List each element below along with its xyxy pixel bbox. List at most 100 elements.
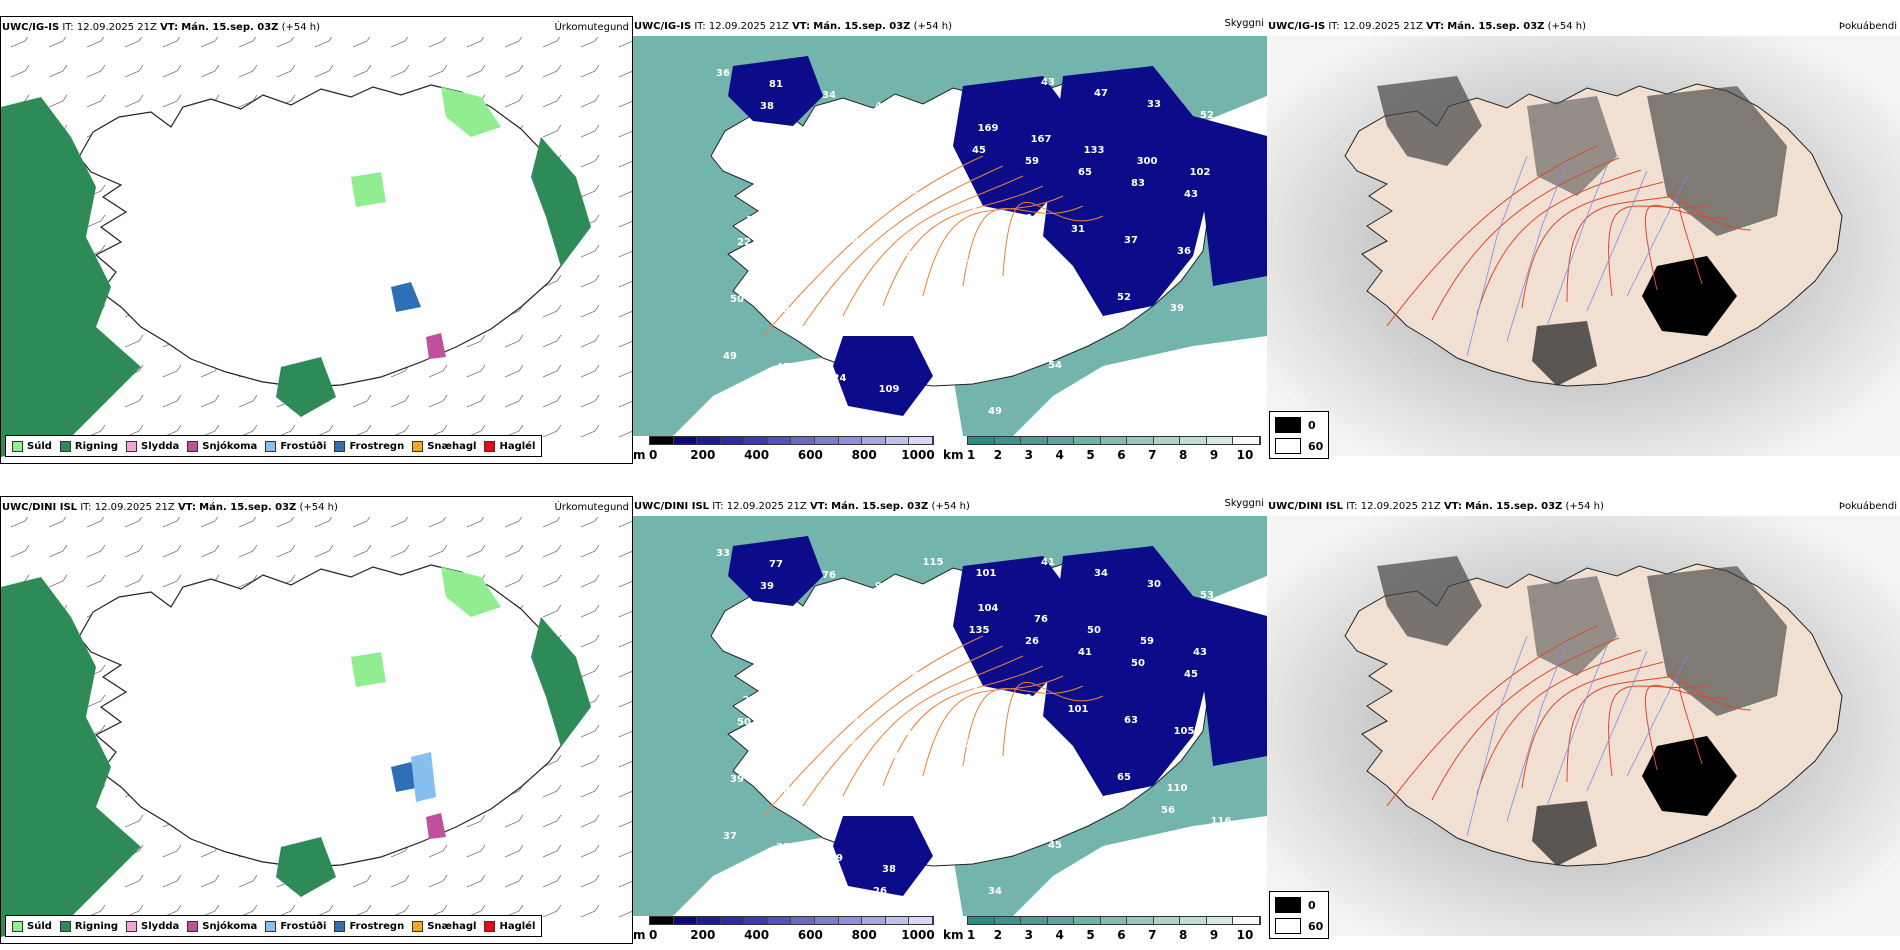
colorbar-segment xyxy=(909,437,933,444)
legend-label: Rigning xyxy=(74,440,119,452)
cloudbase-colorbar: m 0 200 400 600 800 1000 xyxy=(633,436,938,462)
cloudbase-label: 36 xyxy=(746,215,760,226)
legend-swatch xyxy=(412,440,424,452)
cloudbase-label: 135 xyxy=(969,625,990,636)
cloudbase-label: 62 xyxy=(753,638,767,649)
colorbar-unit: m xyxy=(633,448,646,462)
colorbar-segment xyxy=(1047,437,1075,444)
cloudbase-label: 39 xyxy=(760,581,774,592)
cloudbase-visibility-map: 33 77 76 94 100 104 76 50 59 43 239 116 32 42 42 119 115… xyxy=(633,516,1267,916)
cloudbase-label: 147 xyxy=(787,248,808,259)
legend-label: Frostúði xyxy=(280,920,327,932)
cloudbase-label: 62 xyxy=(859,660,873,671)
cloudbase-label: 49 xyxy=(875,101,889,112)
cloudbase-label: 32 xyxy=(965,202,979,213)
precipitation-type-map xyxy=(1,517,632,937)
cloudbase-label: 30 xyxy=(889,327,903,338)
cloudbase-label: 45 xyxy=(776,362,790,373)
panel-title: UWC/IG-IS IT: 12.09.2025 21Z VT: Mán. 15… xyxy=(634,21,953,32)
colorbar-tick-label: 8 xyxy=(1179,448,1188,462)
colorbar-segment xyxy=(862,437,886,444)
visibility-colorbar: km 1 2 3 4 5 6 7 8 9 10 xyxy=(943,436,1265,462)
cloudbase-label: 94 xyxy=(935,395,949,406)
cloudbase-label: 101 xyxy=(1068,704,1089,715)
precip-legend-item: Slydda xyxy=(126,920,179,932)
cloudbase-label: 58 xyxy=(836,796,850,807)
cloudbase-label: 56 xyxy=(1161,805,1175,816)
cloudbase-label: 49 xyxy=(723,351,737,362)
cloudbase-label: 38 xyxy=(882,864,896,875)
legend-swatch xyxy=(412,920,424,932)
cloudbase-label: 51 xyxy=(1011,270,1025,281)
cloudbase-label: 45 xyxy=(1048,840,1062,851)
colorbar-tick-label: 6 xyxy=(1117,928,1126,942)
cloudbase-label: 115 xyxy=(1061,761,1082,772)
cloudbase-label: 158 xyxy=(1105,794,1126,805)
fog-indicator-map xyxy=(1267,516,1900,936)
colorbar-segments xyxy=(967,916,1261,925)
cloudbase-label: 48 xyxy=(942,818,956,829)
colorbar-tick-label: 4 xyxy=(1055,928,1064,942)
legend-swatch xyxy=(265,920,277,932)
colorbar-segment xyxy=(994,437,1022,444)
colorbar-tick-label: 9 xyxy=(1209,448,1219,462)
cloudbase-label: 53 xyxy=(1200,590,1214,601)
cloudbase-label: 54 xyxy=(1048,360,1062,371)
colorbar-ticks: 1 2 3 4 5 6 7 8 9 10 xyxy=(967,928,1253,942)
precip-legend: Súld Rigning Slydda Snjókoma Frostúði Frostre… xyxy=(5,915,543,937)
legend-swatch xyxy=(1275,897,1301,913)
legend-swatch xyxy=(59,920,71,932)
legend-label: 0 xyxy=(1308,418,1316,432)
cloudbase-label: 239 xyxy=(743,695,764,706)
cloudbase-label: 101 xyxy=(976,568,997,579)
colorbar-tick-label: 200 xyxy=(690,448,716,462)
legend-label: Slydda xyxy=(141,440,180,452)
colorbar-tick-label: 10 xyxy=(1236,928,1254,942)
legend-swatch xyxy=(12,440,23,452)
colorbar-segment xyxy=(1233,437,1261,444)
colorbar-segment xyxy=(909,917,933,924)
cloudbase-label: 50 xyxy=(730,294,744,305)
legend-swatch xyxy=(126,440,138,452)
colorbar-segment xyxy=(744,437,768,444)
cloudbase-label: 76 xyxy=(1034,614,1048,625)
param-label: Skyggni xyxy=(1224,18,1264,29)
colorbar-segment xyxy=(838,917,863,924)
precip-panel-row2: UWC/DINI ISL IT: 12.09.2025 21Z VT: Mán.… xyxy=(0,496,633,944)
colorbar-segment xyxy=(968,437,995,444)
cloudbase-label: 31 xyxy=(776,842,790,853)
precip-legend-item: Haglél xyxy=(484,440,535,452)
cloudbase-label: 31 xyxy=(1071,224,1085,235)
cloudbase-label: 202 xyxy=(817,875,838,886)
colorbar-tick-label: 2 xyxy=(993,928,1003,942)
precip-legend-item: Frostregn xyxy=(334,920,404,932)
cloudbase-label: 43 xyxy=(1184,189,1198,200)
cloudbase-label: 109 xyxy=(879,384,900,395)
colorbar-segments xyxy=(649,916,934,925)
precip-legend-item: Rigning xyxy=(59,920,118,932)
colorbar-segment xyxy=(673,917,698,924)
cloudbase-visibility-map: 36 81 34 49 129 169 167 133 300 102 36 79 87 56 57 51 42… xyxy=(633,36,1267,436)
cloudbase-colorbar: m 0 200 400 600 800 1000 xyxy=(633,916,938,942)
precip-legend-item: Snjókoma xyxy=(187,440,257,452)
cloudbase-label: 42 xyxy=(1064,281,1078,292)
colorbar-tick-label: 9 xyxy=(1209,928,1219,942)
colorbar-segment xyxy=(994,917,1022,924)
cloudbase-label: 105 xyxy=(1174,726,1195,737)
cloudbase-label: 42 xyxy=(905,728,919,739)
fog-legend-item: 60 xyxy=(1275,918,1323,934)
cloudbase-label: 39 xyxy=(730,774,744,785)
colorbar-unit: m xyxy=(633,928,646,942)
cloudbase-label: 50 xyxy=(919,614,933,625)
cloudbase-label: 167 xyxy=(1031,134,1052,145)
cloudbase-label: 26 xyxy=(1154,382,1168,393)
cloudbase-label: 58 xyxy=(942,338,956,349)
colorbar-segment xyxy=(885,917,910,924)
colorbar-segment xyxy=(650,437,674,444)
cloudbase-label: 43 xyxy=(843,739,857,750)
colorbar-tick-label: 1 xyxy=(967,928,976,942)
cloudbase-label: 69 xyxy=(949,761,963,772)
panel-title: UWC/DINI ISL IT: 12.09.2025 21Z VT: Mán.… xyxy=(1268,501,1604,512)
cloudbase-label: 100 xyxy=(925,592,946,603)
precip-legend-item: Frostúði xyxy=(265,440,326,452)
